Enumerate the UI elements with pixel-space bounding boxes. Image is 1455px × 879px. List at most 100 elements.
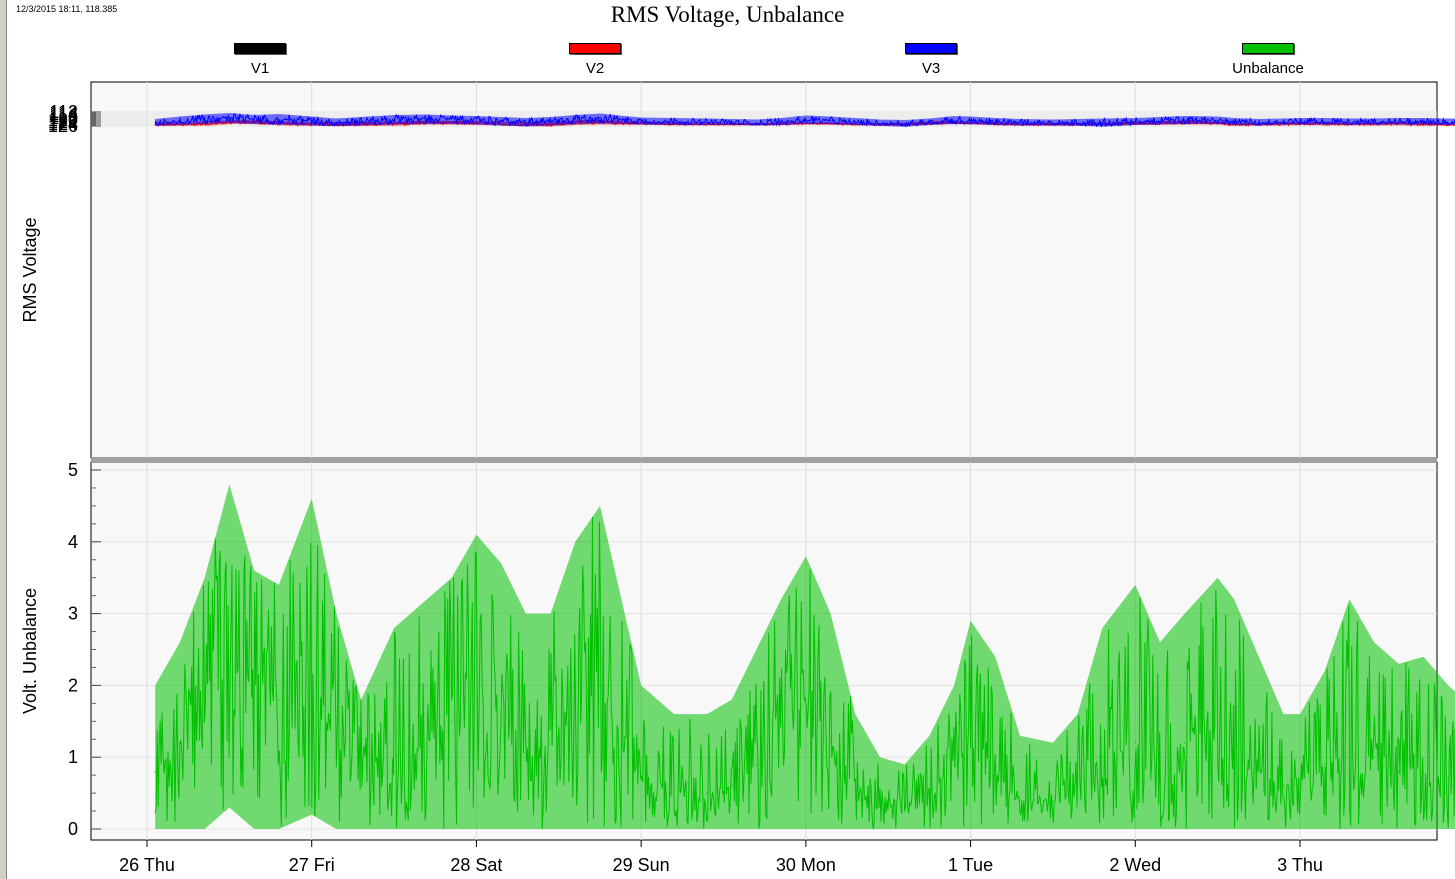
voltage-panel-plot-area [90, 81, 1438, 459]
series-v3-point [154, 122, 156, 124]
unbalance-panel-ytick-label: 0 [68, 819, 78, 839]
series-v3-point [706, 121, 708, 124]
series-v3 [154, 113, 1455, 128]
series-v3-point [854, 121, 856, 124]
series-unbalance-envelope [155, 484, 1455, 829]
series-v3-point [755, 122, 758, 125]
voltage-panel-ytick-label: 118 [49, 108, 78, 128]
xtick-label: 27 Fri [289, 855, 335, 875]
series-v3-point [928, 121, 931, 124]
series-unbalance-point [624, 742, 626, 744]
series-unbalance-point [1422, 771, 1425, 773]
series-v3-point [360, 120, 362, 123]
series-unbalance-point [393, 771, 395, 773]
series-unbalance-point [574, 699, 576, 701]
series-unbalance-point [755, 763, 758, 766]
series-unbalance-point [1052, 799, 1054, 801]
legend-label-v3: V3 [921, 60, 941, 77]
legend-swatch-unbalance [1242, 43, 1294, 54]
legend-item-v1[interactable]: V1 [200, 43, 320, 77]
legend-label-unbalance: Unbalance [1232, 60, 1304, 77]
series-unbalance-point [1373, 756, 1375, 758]
legend-swatch-v2 [569, 43, 621, 54]
series-v3-point [574, 118, 576, 120]
unbalance-panel-ytick-label: 4 [68, 532, 78, 552]
voltage-panel-ytick-label: 126 [48, 116, 78, 136]
series-v3-point [500, 120, 502, 122]
series-v3-point [204, 118, 206, 121]
series-v3-point [1299, 121, 1301, 123]
series-v3-point [904, 123, 906, 125]
unbalance-panel-ytick-label: 2 [68, 675, 78, 695]
series-unbalance-point [204, 699, 206, 701]
series-unbalance [154, 484, 1455, 830]
xtick-label: 29 Sun [613, 855, 670, 875]
series-unbalance-point [780, 720, 782, 722]
xtick-label: 30 Mon [776, 855, 836, 875]
series-unbalance-point [550, 742, 552, 744]
series-v3-point [1101, 122, 1103, 124]
series-unbalance-point [673, 792, 675, 794]
series-unbalance-point [228, 663, 230, 665]
series-unbalance-point [731, 785, 733, 787]
series-unbalance-point [994, 771, 996, 773]
series-unbalance-point [970, 742, 972, 744]
series-unbalance-point [1184, 742, 1186, 744]
series-unbalance-point [805, 699, 807, 701]
series-unbalance-point [253, 684, 255, 687]
series-unbalance-point [1217, 727, 1219, 730]
series-v3-point [1398, 121, 1400, 123]
voltage-panel-ylabel: RMS Voltage [20, 217, 40, 322]
series-v3-point [426, 117, 428, 120]
series-v3-point [1324, 121, 1326, 123]
series-v3-point [1184, 119, 1186, 121]
series-v3-point [228, 116, 230, 119]
series-v3-point [1217, 119, 1219, 122]
series-unbalance-point [879, 806, 881, 809]
voltage-panel-ytick-label: 124 [48, 114, 78, 134]
series-v3-point [1348, 121, 1350, 124]
unbalance-panel-ylabel: Volt. Unbalance [20, 588, 40, 714]
series-unbalance-point [928, 792, 931, 794]
series-v3-point [624, 118, 626, 121]
series-v3-point [1422, 121, 1425, 124]
series-unbalance-point [904, 806, 906, 809]
series-unbalance-point [525, 756, 527, 758]
series-v3-point [1052, 122, 1054, 125]
series-unbalance-point [706, 792, 708, 794]
series-unbalance-point [1324, 763, 1326, 766]
series-v3-point [278, 118, 280, 121]
series-v3-point [1233, 121, 1235, 123]
xtick-label: 1 Tue [948, 855, 993, 875]
series-unbalance-point [475, 699, 477, 701]
legend-item-v3[interactable]: V3 [871, 43, 991, 77]
cursor-readout: 12/3/2015 18:11, 118.385 [16, 4, 118, 14]
series-unbalance-point [1447, 778, 1449, 780]
legend-item-v2[interactable]: V2 [535, 43, 655, 77]
series-unbalance-point [1159, 756, 1161, 758]
series-unbalance-point [154, 771, 156, 773]
series-v3-point [1019, 122, 1021, 124]
unbalance-panel-ytick-label: 3 [68, 604, 78, 624]
unbalance-panel-ytick-label: 1 [68, 747, 78, 767]
series-v3-point [1159, 120, 1161, 123]
series-unbalance-point [451, 720, 453, 722]
series-unbalance-point [953, 763, 955, 766]
series-v3-point [1282, 121, 1285, 124]
series-v3-point [780, 121, 782, 123]
series-unbalance-point [1019, 799, 1021, 801]
series-unbalance-point [360, 785, 362, 787]
chart-title: RMS Voltage, Unbalance [610, 2, 845, 27]
series-unbalance-point [311, 670, 313, 672]
series-unbalance-point [1233, 742, 1235, 744]
series-unbalance-point [1398, 771, 1400, 773]
unbalance-panel-ytick-label: 5 [68, 460, 78, 480]
legend-item-unbalance[interactable]: Unbalance [1208, 43, 1328, 77]
xtick-label: 2 Wed [1109, 855, 1161, 875]
xtick-label: 26 Thu [119, 855, 175, 875]
series-unbalance-point [335, 742, 337, 744]
series-unbalance-point [426, 742, 428, 744]
series-v3-point [640, 120, 642, 122]
series-v3-point [1373, 121, 1375, 124]
